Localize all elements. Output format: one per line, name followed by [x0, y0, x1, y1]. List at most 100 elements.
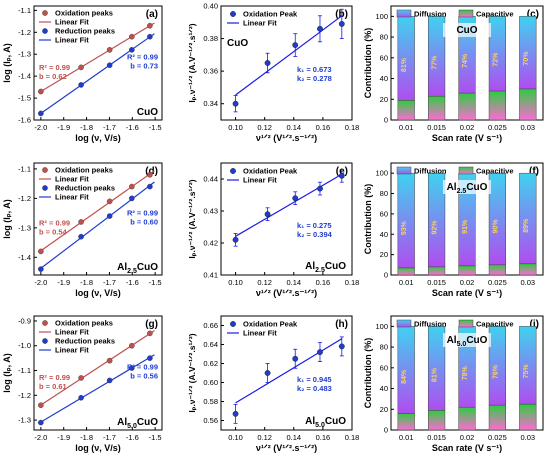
plot-kinetics-al25cuo-annotation: k₁ = 0.275 [297, 221, 332, 230]
plot-contribution-cuo-xtick-label: 0.01 [399, 123, 414, 132]
plot-kinetics-cuo-data-point [232, 100, 239, 107]
plot-log-cuo-annotation: b = 0.73 [130, 62, 158, 71]
plot-kinetics-cuo-xlabel: ν¹ᐟ² (V¹ᐟ².s⁻¹ᐟ²) [256, 133, 317, 143]
plot-log-al50cuo-annotation: b = 0.56 [130, 372, 158, 381]
plot-log-cuo-frame [33, 5, 163, 121]
plot-contribution-cuo-sample-label-bg [443, 23, 491, 37]
plot-contribution-cuo-data-label: 70% [523, 51, 530, 66]
plot-contribution-al50cuo-data-label: 76% [492, 364, 499, 379]
plot-log-cuo: (a) -2.0 -1.9 -1.8 -1.7 -1.6 -1.5 -1.6 -1.5 -1.4 -… [2, 5, 163, 143]
plot-contribution-al25cuo-bar-capacitive [427, 266, 446, 276]
plot-kinetics-al25cuo-xlabel: ν¹ᐟ² (V¹ᐟ².s⁻¹ᐟ²) [256, 288, 317, 298]
plot-log-cuo-annotation: R² = 0.99 [127, 53, 158, 62]
plot-log-cuo-sample-label: CuO [137, 107, 158, 118]
plot-log-al50cuo-data-point [38, 402, 44, 409]
plot-log-cuo-data-point [106, 47, 113, 53]
plot-contribution-cuo-legend-swatch [396, 9, 412, 18]
plot-kinetics-al50cuo-annotation: k₂ = 0.483 [297, 384, 332, 393]
plot-contribution-cuo-bar-capacitive [519, 88, 537, 121]
plot-log-cuo-legend-marker [42, 28, 48, 34]
plot-log-cuo-data-point [129, 33, 135, 40]
plot-kinetics-cuo-legend-marker [230, 11, 236, 17]
plot-log-al25cuo-data-point [147, 183, 153, 190]
plot-contribution-al25cuo-bar-diffusion [519, 172, 537, 265]
plot-log-al25cuo-frame [33, 162, 163, 276]
plot-log-al25cuo-fit-line [38, 181, 155, 271]
plot-log-al25cuo-data-point [106, 198, 113, 205]
plot-log-al25cuo-legend-label: Linear Fit [55, 175, 89, 184]
plot-contribution-al25cuo-xlabel: Scan rate (V s⁻¹) [432, 288, 502, 298]
plot-kinetics-al50cuo-xlabel: ν¹ᐟ² (V¹ᐟ².s⁻¹ᐟ²) [256, 443, 317, 453]
plot-contribution-cuo-legend-label: Diffusion [414, 10, 447, 19]
plot-contribution-cuo-xlabel: Scan rate (V s⁻¹) [432, 133, 502, 143]
plot-kinetics-al25cuo-sample-label-part: CuO [325, 261, 346, 272]
plot-log-al50cuo-legend-label: Linear Fit [55, 328, 89, 337]
plot-contribution-al50cuo-bar-diffusion [519, 326, 537, 405]
plot-kinetics-cuo-data-point [338, 21, 345, 27]
plot-contribution-cuo-sample-label: CuO [456, 25, 477, 36]
plot-contribution-al25cuo-xtick-label: 0.025 [488, 278, 507, 287]
plot-log-al25cuo-xlabel: log (ν, V/s) [75, 288, 121, 298]
plot-log-al25cuo-legend-label: Linear Fit [55, 193, 89, 202]
plot-contribution-al25cuo-sample-label-bg [443, 180, 491, 194]
plot-contribution-cuo-bar-capacitive [488, 90, 507, 121]
plot-contribution-cuo-bar-diffusion [488, 16, 507, 92]
plot-contribution-al50cuo-legend-label: Diffusion [414, 320, 447, 329]
plot-kinetics-al50cuo-xtick-label: 0.14 [286, 433, 301, 442]
plot-contribution-cuo-xtick-label: 0.025 [488, 123, 507, 132]
plot-kinetics-cuo-ytick-label: 0.40 [203, 2, 218, 11]
plot-log-al50cuo-frame [33, 315, 163, 431]
plot-log-cuo-annotation: b = 0.62 [39, 72, 67, 81]
plot-log-cuo-fit-line [38, 22, 155, 94]
plot-log-al25cuo-xtick-label: -1.5 [149, 278, 162, 287]
plot-log-cuo-xtick-label: -1.7 [103, 123, 116, 132]
plot-log-al25cuo-xtick-label: -1.8 [80, 278, 93, 287]
plot-log-cuo-xlabel: log (ν, V/s) [75, 133, 121, 143]
plot-kinetics-al50cuo-fit-line [235, 338, 343, 404]
plot-log-al50cuo-ylabel: log (Iₚ, A) [2, 353, 12, 393]
plot-kinetics-al50cuo-ytick-label: 0.62 [203, 359, 218, 368]
plot-log-al25cuo-sample-label-subscript: 2.5 [127, 268, 137, 275]
plot-kinetics-al50cuo-legend-marker [230, 321, 236, 327]
plot-log-al50cuo-legend-marker [42, 338, 48, 344]
plot-log-cuo-panel-label: (a) [146, 9, 158, 20]
plot-log-al50cuo-fit-line [38, 330, 155, 408]
plot-log-cuo-ytick-label: -1.4 [18, 72, 31, 81]
plot-log-al25cuo-annotation: b = 0.54 [39, 228, 68, 237]
plot-kinetics-al50cuo-legend-label: Oxidation Peak [243, 320, 298, 329]
plot-contribution-al25cuo-legend-swatch [396, 166, 412, 175]
plot-contribution-al25cuo-sample-label-subscript: 2.5 [457, 188, 467, 195]
plot-log-cuo-legend-label: Linear Fit [55, 36, 89, 45]
plot-log-al50cuo-ytick-label: -1.1 [18, 366, 31, 375]
plot-contribution-al25cuo-bar-diffusion [427, 172, 446, 268]
plot-kinetics-al50cuo-data-point [264, 370, 271, 376]
plot-log-al25cuo-ytick-label: -1.4 [18, 253, 31, 262]
plot-contribution-al25cuo-legend-label: Capacitive [476, 167, 514, 176]
plot-kinetics-al25cuo-data-point [317, 185, 323, 192]
plot-contribution-al25cuo-ytick-label: 100 [375, 169, 388, 178]
plot-log-cuo-data-point [78, 64, 84, 71]
plot-log-al25cuo-ytick-label: -1.3 [18, 223, 31, 232]
plot-log-al25cuo-ylabel: log (Iₚ, A) [2, 199, 12, 239]
plot-log-al25cuo-ytick-label: -1.1 [18, 164, 31, 173]
plot-log-al25cuo-data-point [129, 183, 135, 190]
plot-log-al25cuo-annotation: R² = 0.99 [127, 209, 158, 218]
plot-log-al50cuo-sample-label: Al5.0CuO [117, 417, 158, 430]
plot-log-al25cuo-xtick-label: -1.7 [103, 278, 116, 287]
plot-contribution-al25cuo-legend-label: Diffusion [414, 167, 447, 176]
plot-contribution-cuo-data-label: 77% [432, 55, 439, 70]
plot-contribution-al50cuo-xtick-label: 0.025 [488, 433, 507, 442]
plot-log-al25cuo-data-point [106, 213, 113, 219]
plot-kinetics-cuo-xtick-label: 0.16 [316, 123, 331, 132]
plot-log-cuo-xtick-label: -1.8 [80, 123, 93, 132]
plot-contribution-al50cuo-legend-swatch [458, 319, 474, 328]
plot-kinetics-al25cuo-data-point [264, 211, 271, 218]
plot-contribution-al50cuo-bar-capacitive [519, 403, 537, 431]
plot-log-al50cuo-xtick-label: -1.5 [149, 433, 162, 442]
plot-contribution-al25cuo-data-label: 93% [401, 220, 408, 235]
plot-contribution-al50cuo-sample-label-subscript: 5.0 [457, 341, 467, 348]
plot-contribution-al25cuo-bar-capacitive [519, 263, 537, 276]
plot-kinetics-al50cuo-xtick-label: 0.10 [228, 433, 243, 442]
plot-contribution-al50cuo-sample-label-bg [443, 333, 491, 347]
plot-log-al25cuo-sample-label-part: CuO [137, 262, 158, 273]
